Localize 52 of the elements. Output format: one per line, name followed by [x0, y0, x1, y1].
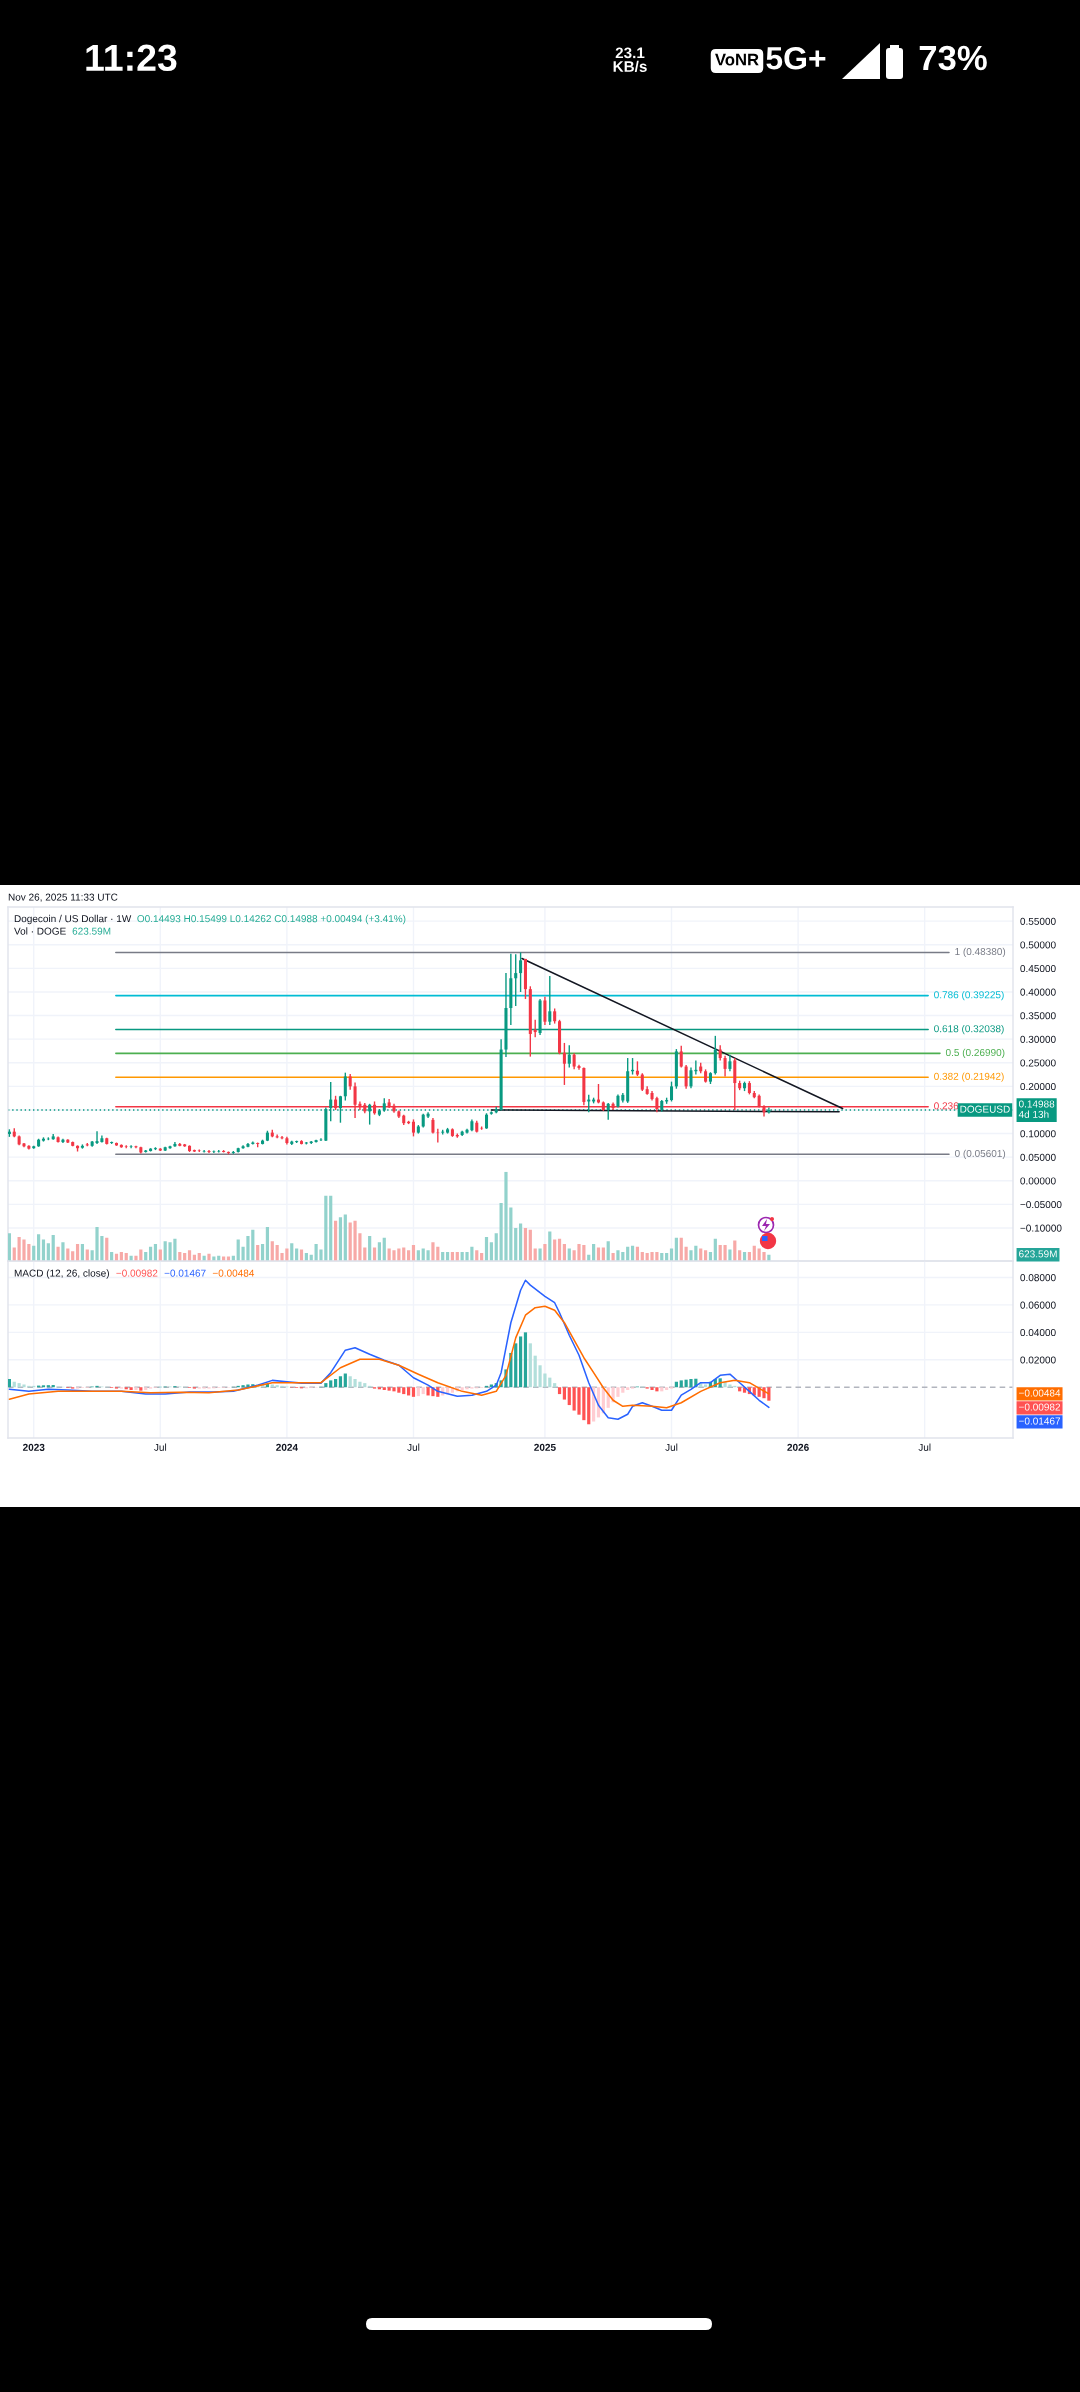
y-tick-label: 0.25000 — [1020, 1059, 1056, 1067]
x-tick-label: 2023 — [22, 1443, 45, 1451]
text: MACD (12, 26, close) — [14, 1269, 109, 1279]
series-label: 0.786 (0.39225) — [934, 990, 1004, 1001]
text: VoNR — [715, 53, 759, 66]
y-tick-label: 0.35000 — [1020, 1012, 1056, 1020]
chart-subtitle: 623.59M — [72, 927, 111, 935]
x-tick-label: Jul — [407, 1443, 420, 1451]
series-label: 0.5 (0.26990) — [945, 1048, 1005, 1059]
text: O0.14493 H0.15499 L0.14262 C0.14988 +0.00494 (+3.41%) — [137, 914, 406, 925]
text: −0.01467 — [1019, 1417, 1061, 1425]
annotation: −0.01467 — [164, 1269, 206, 1277]
x-tick-label: Jul — [918, 1443, 931, 1451]
y-tick-label: 0.55000 — [1020, 917, 1056, 925]
text: 623.59M — [1019, 1250, 1057, 1258]
x-tick-label: 2026 — [787, 1443, 809, 1451]
text: Nov 26, 2025 11:33 UTC — [8, 893, 118, 902]
y-tick-label: −0.05000 — [1020, 1201, 1062, 1209]
series-label: 1 (0.48380) — [955, 947, 1006, 958]
series-label: 0.382 (0.21942) — [934, 1072, 1004, 1082]
text: Dogecoin / US Dollar · 1W — [14, 914, 132, 925]
text: −0.00484 — [1019, 1389, 1061, 1397]
x-tick-label: Jul — [665, 1443, 678, 1451]
x-tick-label: 2024 — [276, 1443, 298, 1451]
y-tick-label: −0.10000 — [1020, 1224, 1062, 1232]
chart-title: Vol · DOGE — [14, 927, 66, 935]
y-tick-label: 0.02000 — [1020, 1356, 1056, 1364]
y-tick-label: 0.50000 — [1020, 941, 1056, 949]
y-tick-label: 0.40000 — [1020, 988, 1056, 996]
series-label: 0.618 (0.32038) — [934, 1024, 1004, 1035]
y-tick-label: 0.08000 — [1020, 1274, 1056, 1282]
x-tick-label: 2025 — [534, 1443, 556, 1451]
y-tick-label: 0.30000 — [1020, 1035, 1056, 1043]
text: −0.00982 — [1019, 1403, 1061, 1411]
text: 5G+ — [766, 46, 826, 70]
series-label: 0.236 — [934, 1102, 959, 1110]
text: 73% — [919, 45, 987, 71]
y-tick-label: 0.00000 — [1020, 1177, 1056, 1185]
ref-line-label: 0.14988 4d 13h — [1018, 1100, 1055, 1118]
annotation: −0.00982 — [116, 1269, 158, 1277]
x-tick-label: Jul — [154, 1443, 167, 1451]
text: 23.1 KB/s — [613, 47, 647, 73]
annotation: −0.00484 — [212, 1269, 255, 1277]
y-tick-label: 0.20000 — [1020, 1083, 1056, 1091]
annotation: DOGEUSD — [960, 1105, 1010, 1113]
y-tick-label: 0.06000 — [1020, 1301, 1056, 1309]
series-label: 0 (0.05601) — [954, 1149, 1006, 1159]
y-tick-label: 0.10000 — [1020, 1130, 1056, 1138]
text: 11:23 — [86, 44, 177, 72]
y-tick-label: 0.04000 — [1020, 1328, 1056, 1337]
y-tick-label: 0.45000 — [1020, 965, 1056, 973]
y-tick-label: 0.05000 — [1020, 1153, 1056, 1161]
